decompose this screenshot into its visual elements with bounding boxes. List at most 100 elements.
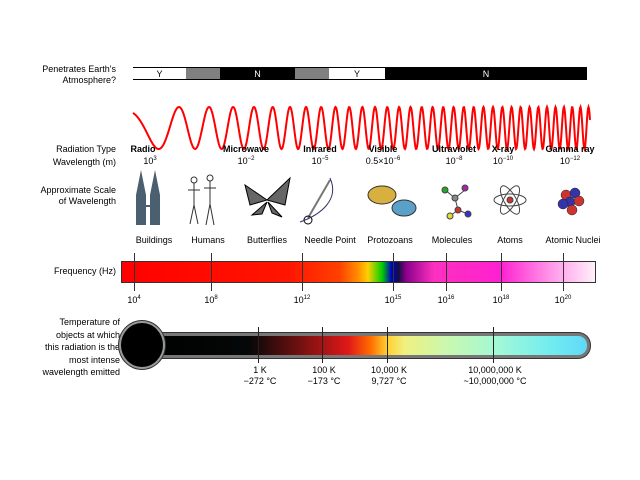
wavelength-base: 10 bbox=[311, 156, 322, 166]
frequency-tick bbox=[393, 253, 394, 291]
butterfly-icon bbox=[244, 176, 291, 218]
atmosphere-segment bbox=[186, 68, 220, 79]
tick-base: 10 bbox=[293, 295, 304, 305]
atom-icon bbox=[493, 185, 527, 215]
wavelength-exponent: −12 bbox=[569, 156, 581, 162]
buildings-icon bbox=[136, 170, 160, 225]
atmosphere-segment bbox=[295, 68, 329, 79]
atmosphere-segment: N bbox=[385, 68, 587, 79]
scale-label-line: of Wavelength bbox=[58, 196, 116, 206]
wavelength-exponent: −6 bbox=[393, 156, 401, 162]
wave-line bbox=[132, 103, 591, 153]
radiation-type: Microwave bbox=[222, 144, 270, 154]
scale-object-label: Needle Point bbox=[304, 235, 356, 245]
atmosphere-segment-text: N bbox=[482, 69, 490, 79]
temperature-tick bbox=[387, 327, 388, 363]
temperature-celsius: 9,727 °C bbox=[371, 376, 407, 386]
temperature-kelvin: 10,000,000 K bbox=[468, 365, 522, 375]
wavelength-label: Wavelength (m) bbox=[52, 157, 116, 167]
frequency-bar bbox=[121, 261, 596, 283]
wavelength-value: 10−2 bbox=[238, 156, 255, 166]
tick-exponent: 18 bbox=[502, 295, 510, 301]
scale-object-label: Atomic Nuclei bbox=[545, 235, 601, 245]
frequency-tick bbox=[563, 253, 564, 291]
tick-exponent: 8 bbox=[214, 295, 218, 301]
temperature-kelvin: 100 K bbox=[312, 365, 336, 375]
temperature-tick-label: 1 K −272 °C bbox=[244, 365, 277, 387]
frequency-tick-label: 1018 bbox=[493, 295, 510, 305]
temperature-label: Temperature of objects at which this rad… bbox=[10, 316, 120, 379]
wavelength-exponent: −8 bbox=[455, 156, 463, 162]
temperature-tick bbox=[322, 327, 323, 363]
atmosphere-segment-text: Y bbox=[156, 69, 163, 79]
frequency-tick-label: 104 bbox=[127, 295, 140, 305]
wavelength-base: 10 bbox=[143, 156, 154, 166]
atmosphere-segment-text: Y bbox=[353, 69, 360, 79]
frequency-tick-label: 1020 bbox=[555, 295, 572, 305]
atmosphere-segment: Y bbox=[329, 68, 385, 79]
atmosphere-label-line: Atmosphere? bbox=[62, 75, 116, 85]
wavelength-exponent: −10 bbox=[502, 156, 514, 162]
frequency-tick bbox=[302, 253, 303, 291]
radiation-type-label: Radiation Type bbox=[56, 144, 116, 154]
wavelength-value: 10−10 bbox=[493, 156, 513, 166]
frequency-tick bbox=[134, 253, 135, 291]
frequency-tick-label: 108 bbox=[204, 295, 217, 305]
frequency-tick bbox=[501, 253, 502, 291]
wavelength-base: 10 bbox=[445, 156, 456, 166]
scale-object-label: Butterflies bbox=[246, 235, 288, 245]
temperature-label-line: this radiation is the bbox=[44, 342, 120, 352]
temperature-tick-label: 100 K −173 °C bbox=[308, 365, 341, 387]
tick-base: 10 bbox=[127, 295, 138, 305]
tick-base: 10 bbox=[437, 295, 448, 305]
atmosphere-segment-text: N bbox=[254, 69, 261, 79]
protozoan-icon bbox=[367, 185, 417, 217]
wavelength-base: 10 bbox=[492, 156, 503, 166]
tick-exponent: 12 bbox=[303, 295, 311, 301]
tick-base: 10 bbox=[492, 295, 503, 305]
temperature-tick bbox=[258, 327, 259, 363]
frequency-tick-label: 1015 bbox=[385, 295, 402, 305]
radiation-type: Gamma ray bbox=[545, 144, 595, 154]
wavelength-value: 0.5×10−6 bbox=[366, 156, 401, 166]
temperature-kelvin: 1 K bbox=[253, 365, 267, 375]
atmosphere-segment: Y bbox=[133, 68, 186, 79]
temperature-kelvin: 10,000 K bbox=[370, 365, 408, 375]
atmosphere-label-line: Penetrates Earth's bbox=[42, 64, 116, 74]
temperature-label-line: most intense bbox=[68, 354, 120, 365]
radiation-type: Infrared bbox=[303, 144, 337, 154]
tick-base: 10 bbox=[554, 295, 565, 305]
temperature-label-line: objects at which bbox=[55, 329, 120, 340]
tick-exponent: 20 bbox=[564, 295, 572, 301]
frequency-tick bbox=[446, 253, 447, 291]
temperature-tick bbox=[493, 327, 494, 363]
scale-label: Approximate Scale of Wavelength bbox=[10, 185, 116, 207]
radiation-type: Radio bbox=[130, 144, 156, 154]
wavelength-exponent: 3 bbox=[153, 156, 157, 162]
tick-base: 10 bbox=[384, 295, 395, 305]
wavelength-base: 10 bbox=[559, 156, 570, 166]
temperature-tick-label: 10,000 K 9,727 °C bbox=[371, 365, 407, 387]
nucleus-icon bbox=[557, 187, 585, 216]
thermometer-bulb bbox=[121, 323, 163, 367]
wavelength-base: 0.5×10 bbox=[365, 156, 394, 166]
wavelength-base: 10 bbox=[237, 156, 248, 166]
wavelength-value: 10−12 bbox=[560, 156, 580, 166]
wavelength-value: 10−8 bbox=[446, 156, 463, 166]
frequency-tick-label: 1016 bbox=[438, 295, 455, 305]
wavelength-exponent: −2 bbox=[247, 156, 255, 162]
wavelength-exponent: −5 bbox=[321, 156, 329, 162]
scale-object-label: Protozoans bbox=[367, 235, 413, 245]
atmosphere-segment: N bbox=[220, 68, 295, 79]
scale-icons bbox=[136, 170, 585, 226]
scale-label-line: Approximate Scale bbox=[40, 185, 116, 195]
temperature-celsius: −173 °C bbox=[307, 376, 341, 386]
tick-base: 10 bbox=[204, 295, 215, 305]
temperature-label-line: wavelength emitted bbox=[42, 367, 120, 377]
needle-icon bbox=[299, 177, 334, 225]
temperature-tick-label: 10,000,000 K ~10,000,000 °C bbox=[464, 365, 527, 387]
frequency-tick bbox=[211, 253, 212, 291]
scale-object-label: Humans bbox=[191, 235, 225, 245]
frequency-label: Frequency (Hz) bbox=[53, 266, 116, 276]
temperature-celsius: ~10,000,000 °C bbox=[463, 376, 527, 386]
